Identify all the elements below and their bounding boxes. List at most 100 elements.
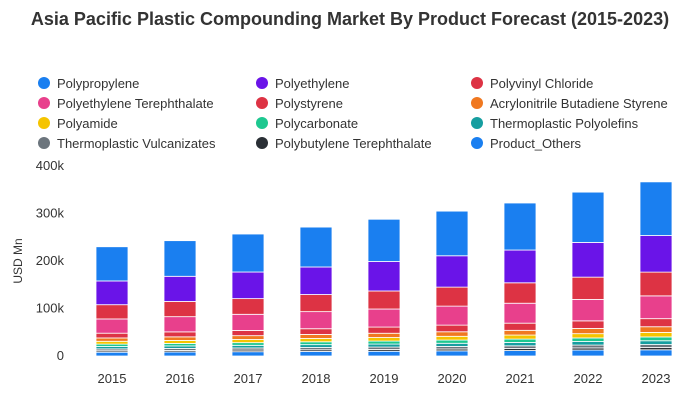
bar-segment[interactable] bbox=[299, 351, 333, 357]
bar-segment[interactable] bbox=[503, 249, 537, 284]
bar-segment[interactable] bbox=[435, 335, 469, 341]
bar-segment[interactable] bbox=[95, 246, 129, 282]
bar-segment[interactable] bbox=[571, 242, 605, 278]
bar-segment[interactable] bbox=[367, 332, 401, 338]
bar-segment[interactable] bbox=[367, 308, 401, 328]
bar-segment[interactable] bbox=[299, 344, 333, 348]
bar-segment[interactable] bbox=[163, 340, 197, 344]
bar-segment[interactable] bbox=[571, 299, 605, 322]
bar-segment[interactable] bbox=[571, 320, 605, 329]
legend-item[interactable]: Acrylonitrile Butadiene Styrene bbox=[471, 94, 668, 112]
bar-stack-2019[interactable] bbox=[367, 218, 401, 357]
bar-segment[interactable] bbox=[639, 235, 673, 273]
bar-segment[interactable] bbox=[367, 340, 401, 345]
bar-segment[interactable] bbox=[231, 298, 265, 315]
bar-segment[interactable] bbox=[95, 318, 129, 334]
bar-segment[interactable] bbox=[639, 318, 673, 328]
bar-segment[interactable] bbox=[367, 343, 401, 348]
bar-segment[interactable] bbox=[503, 282, 537, 304]
bar-segment[interactable] bbox=[435, 339, 469, 344]
bar-segment[interactable] bbox=[435, 305, 469, 326]
bar-segment[interactable] bbox=[299, 338, 333, 343]
bar-segment[interactable] bbox=[571, 333, 605, 339]
bar-segment[interactable] bbox=[367, 290, 401, 310]
bar-stack-2022[interactable] bbox=[571, 191, 605, 357]
bar-segment[interactable] bbox=[435, 255, 469, 288]
legend-item[interactable]: Polyethylene bbox=[256, 74, 349, 92]
bar-stack-2023[interactable] bbox=[639, 181, 673, 357]
bar-segment[interactable] bbox=[503, 202, 537, 251]
bar-segment[interactable] bbox=[639, 271, 673, 297]
bar-segment[interactable] bbox=[231, 233, 265, 273]
legend-item[interactable]: Product_Others bbox=[471, 134, 581, 152]
bar-segment[interactable] bbox=[639, 340, 673, 345]
bar-segment[interactable] bbox=[95, 351, 129, 357]
bar-segment[interactable] bbox=[639, 332, 673, 338]
legend-item[interactable]: Thermoplastic Vulcanizates bbox=[38, 134, 215, 152]
bar-segment[interactable] bbox=[435, 350, 469, 357]
bar-segment[interactable] bbox=[639, 326, 673, 333]
legend-item[interactable]: Polycarbonate bbox=[256, 114, 358, 132]
bar-segment[interactable] bbox=[435, 342, 469, 347]
bar-segment[interactable] bbox=[95, 304, 129, 320]
bar-segment[interactable] bbox=[571, 191, 605, 243]
bar-segment[interactable] bbox=[571, 328, 605, 335]
legend-item[interactable]: Polystyrene bbox=[256, 94, 343, 112]
bar-segment[interactable] bbox=[163, 275, 197, 302]
bar-segment[interactable] bbox=[435, 286, 469, 307]
bar-segment[interactable] bbox=[367, 261, 401, 292]
bar-segment[interactable] bbox=[639, 295, 673, 320]
bar-segment[interactable] bbox=[231, 335, 265, 340]
bar-segment[interactable] bbox=[299, 311, 333, 330]
bar-segment[interactable] bbox=[503, 342, 537, 347]
bar-segment[interactable] bbox=[639, 181, 673, 236]
bar-segment[interactable] bbox=[367, 337, 401, 342]
legend-item[interactable]: Thermoplastic Polyolefins bbox=[471, 114, 638, 132]
bar-segment[interactable] bbox=[367, 218, 401, 262]
bar-segment[interactable] bbox=[95, 280, 129, 306]
bar-segment[interactable] bbox=[231, 330, 265, 337]
bar-segment[interactable] bbox=[435, 210, 469, 257]
legend-item[interactable]: Polyethylene Terephthalate bbox=[38, 94, 214, 112]
bar-segment[interactable] bbox=[231, 351, 265, 357]
bar-segment[interactable] bbox=[571, 344, 605, 349]
bar-segment[interactable] bbox=[503, 334, 537, 340]
bar-segment[interactable] bbox=[503, 322, 537, 331]
bar-segment[interactable] bbox=[95, 332, 129, 339]
bar-segment[interactable] bbox=[95, 337, 129, 342]
bar-segment[interactable] bbox=[367, 326, 401, 334]
bar-segment[interactable] bbox=[639, 336, 673, 342]
bar-segment[interactable] bbox=[299, 226, 333, 268]
bar-segment[interactable] bbox=[163, 240, 197, 277]
bar-stack-2017[interactable] bbox=[231, 233, 265, 357]
bar-stack-2015[interactable] bbox=[95, 246, 129, 357]
bar-segment[interactable] bbox=[95, 340, 129, 345]
bar-segment[interactable] bbox=[503, 329, 537, 336]
bar-segment[interactable] bbox=[163, 301, 197, 318]
bar-segment[interactable] bbox=[231, 313, 265, 331]
bar-segment[interactable] bbox=[639, 349, 673, 357]
bar-stack-2020[interactable] bbox=[435, 210, 469, 357]
legend-item[interactable]: Polyamide bbox=[38, 114, 118, 132]
legend-item[interactable]: Polypropylene bbox=[38, 74, 139, 92]
bar-segment[interactable] bbox=[299, 341, 333, 346]
bar-segment[interactable] bbox=[571, 349, 605, 357]
legend-item[interactable]: Polybutylene Terephthalate bbox=[256, 134, 432, 152]
bar-segment[interactable] bbox=[435, 324, 469, 333]
bar-segment[interactable] bbox=[299, 266, 333, 295]
bar-segment[interactable] bbox=[163, 351, 197, 357]
bar-segment[interactable] bbox=[231, 339, 265, 344]
bar-segment[interactable] bbox=[231, 271, 265, 300]
bar-segment[interactable] bbox=[571, 341, 605, 346]
legend-item[interactable]: Polyvinyl Chloride bbox=[471, 74, 593, 92]
bar-segment[interactable] bbox=[299, 328, 333, 335]
bar-segment[interactable] bbox=[163, 336, 197, 341]
bar-stack-2021[interactable] bbox=[503, 202, 537, 357]
bar-stack-2016[interactable] bbox=[163, 240, 197, 357]
bar-segment[interactable] bbox=[367, 350, 401, 357]
bar-segment[interactable] bbox=[299, 294, 333, 313]
bar-segment[interactable] bbox=[503, 350, 537, 357]
bar-segment[interactable] bbox=[163, 316, 197, 333]
bar-segment[interactable] bbox=[571, 337, 605, 342]
bar-stack-2018[interactable] bbox=[299, 226, 333, 357]
